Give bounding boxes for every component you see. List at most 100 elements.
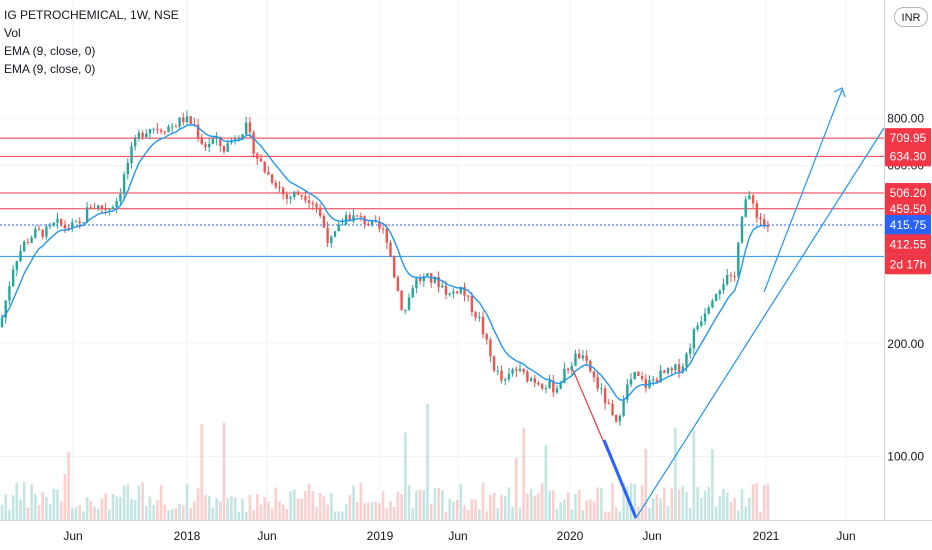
volume-bar xyxy=(96,508,100,520)
volume-bar xyxy=(452,501,455,520)
candle-body xyxy=(381,228,385,230)
volume-bar xyxy=(762,485,766,520)
x-tick-label: 2018 xyxy=(174,529,201,543)
support-trend-line xyxy=(635,127,885,519)
volume-bar xyxy=(459,483,463,520)
volume-bar xyxy=(592,501,596,520)
volume-bar xyxy=(348,495,352,520)
volume-bar xyxy=(71,508,74,520)
candle-body xyxy=(356,215,359,217)
indicator-ema-2[interactable]: EMA (9, close, 0) xyxy=(4,62,96,76)
candle-body xyxy=(444,285,448,295)
candle-body xyxy=(711,300,714,308)
volume-bar xyxy=(496,507,500,520)
volume-bar xyxy=(596,487,599,520)
candle-body xyxy=(307,200,311,203)
candle-body xyxy=(63,224,67,229)
candle-body xyxy=(467,295,470,297)
candle-body xyxy=(470,295,474,313)
candle-body xyxy=(581,355,585,359)
candle-body xyxy=(289,196,292,199)
candle-body xyxy=(130,146,133,163)
candle-body xyxy=(763,219,766,225)
volume-bar xyxy=(696,487,699,520)
volume-bar xyxy=(563,499,566,520)
candle-body xyxy=(23,241,26,252)
volume-bar xyxy=(611,483,614,520)
indicator-ema-1[interactable]: EMA (9, close, 0) xyxy=(4,44,96,58)
volume-bar xyxy=(433,488,437,520)
volume-bar xyxy=(22,482,26,520)
indicator-vol[interactable]: Vol xyxy=(4,26,21,40)
side-label: 2d 17h xyxy=(890,257,927,271)
candle-body xyxy=(167,126,170,133)
volume-bar xyxy=(589,499,592,520)
candle-body xyxy=(322,215,326,228)
projection-arrow-line xyxy=(763,89,843,293)
volume-bar xyxy=(759,511,762,520)
candle-body xyxy=(481,317,485,335)
candle-body xyxy=(707,307,710,314)
volume-bar xyxy=(500,495,503,520)
volume-bar xyxy=(59,501,63,520)
candle-body xyxy=(122,174,126,195)
candle-body xyxy=(15,261,18,270)
volume-bar xyxy=(237,511,241,520)
volume-bar xyxy=(570,509,574,520)
price-label: 709.95 xyxy=(890,131,927,145)
x-tick-label: Jun xyxy=(63,529,82,543)
volume-bar xyxy=(718,496,722,520)
volume-bar xyxy=(93,507,96,520)
volume-bar xyxy=(78,505,81,520)
candle-body xyxy=(134,138,137,147)
x-tick-label: 2021 xyxy=(753,529,780,543)
volume-bar xyxy=(429,503,433,520)
volume-bar xyxy=(8,509,11,520)
candle-body xyxy=(400,290,403,310)
candle-body xyxy=(30,237,33,243)
volume-bar xyxy=(552,490,555,520)
volume-bar xyxy=(226,498,229,520)
volume-bar xyxy=(0,504,4,520)
volume-bar xyxy=(285,508,289,520)
candle-body xyxy=(607,403,610,405)
candle-body xyxy=(729,275,733,277)
candle-body xyxy=(674,364,677,371)
volume-bar xyxy=(233,497,237,520)
price-label: 634.30 xyxy=(890,149,927,163)
candle-body xyxy=(304,196,307,201)
volume-bar xyxy=(729,502,733,520)
candle-body xyxy=(111,207,115,209)
volume-bar xyxy=(415,490,418,520)
volume-bar xyxy=(677,489,681,520)
volume-bar xyxy=(167,510,170,520)
volume-bar xyxy=(748,497,751,520)
volume-bar xyxy=(130,498,133,520)
volume-bar xyxy=(492,492,496,520)
candle-body xyxy=(85,207,89,223)
volume-bar xyxy=(256,494,259,520)
volume-bar xyxy=(119,497,122,520)
volume-bar xyxy=(267,501,270,520)
candle-body xyxy=(555,388,559,393)
candle-body xyxy=(463,286,466,296)
currency-button[interactable]: INR xyxy=(894,7,928,27)
volume-bar xyxy=(293,489,296,520)
volume-bar xyxy=(600,487,603,520)
volume-bar xyxy=(270,508,274,520)
candle-body xyxy=(696,325,699,330)
volume-bar xyxy=(281,504,285,520)
volume-bar xyxy=(111,493,115,520)
candle-body xyxy=(552,380,555,393)
candle-body xyxy=(563,368,566,384)
candle-body xyxy=(677,364,681,373)
candle-body xyxy=(411,287,414,298)
volume-bar xyxy=(296,498,300,520)
volume-bars xyxy=(0,403,770,520)
candle-body xyxy=(363,216,366,225)
candle-body xyxy=(422,276,425,282)
candle-body xyxy=(507,373,511,380)
volume-bar xyxy=(222,422,226,520)
x-tick-label: Jun xyxy=(257,529,276,543)
